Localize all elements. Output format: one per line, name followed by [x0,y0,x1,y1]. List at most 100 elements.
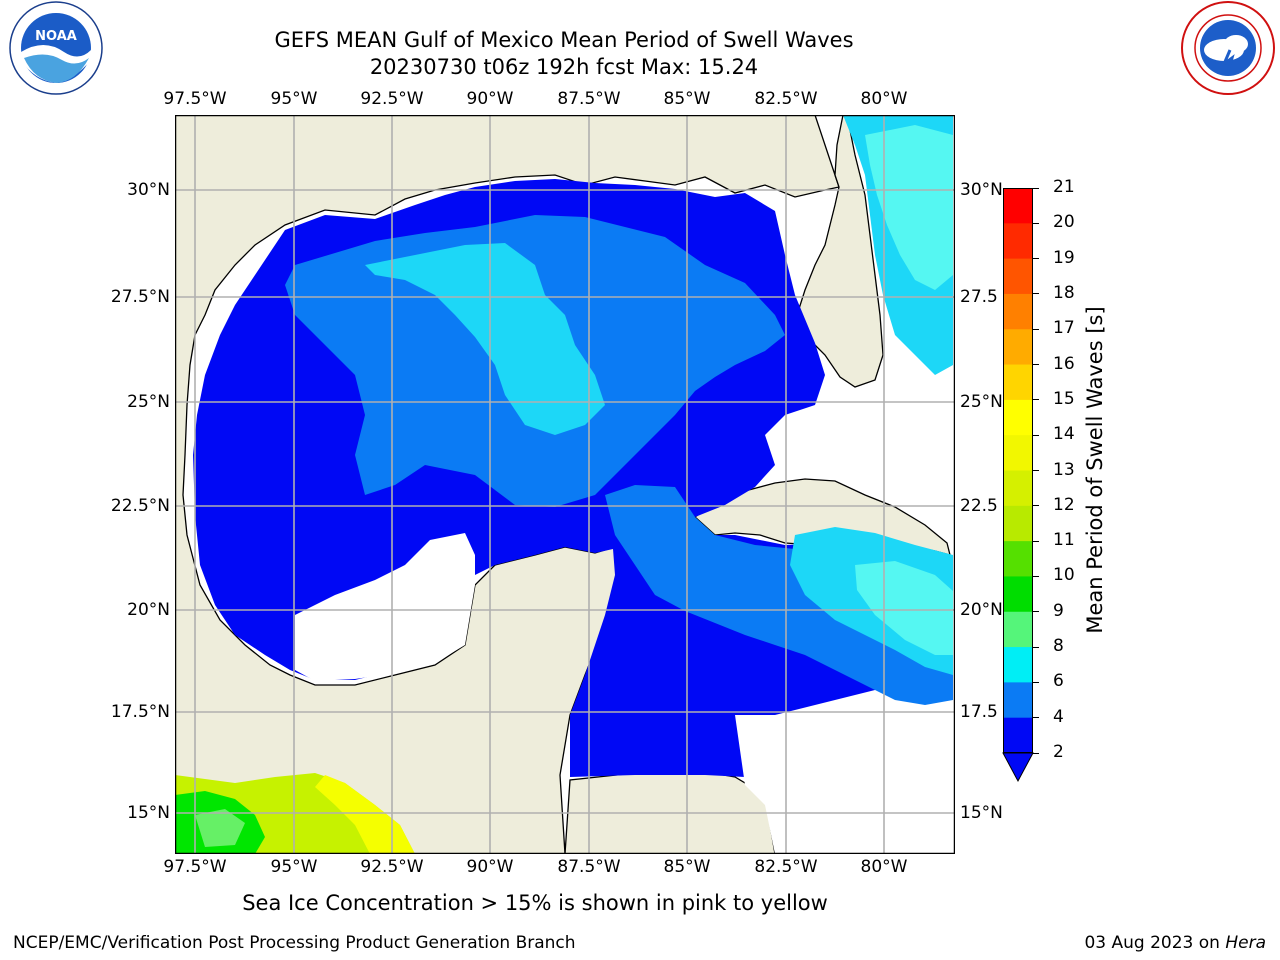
colorbar-segment [1003,470,1033,507]
colorbar [1002,188,1034,783]
colorbar-tick [1033,434,1039,436]
colorbar-tick [1033,258,1039,260]
colorbar-tick [1033,187,1039,189]
footer-host: Hera [1225,933,1266,953]
lat-label: 30°N [127,180,170,200]
lon-label: 80°W [860,89,908,109]
colorbar-segment [1003,223,1033,260]
lon-label: 82.5°W [754,89,818,109]
colorbar-tick-label: 15 [1053,388,1075,409]
colorbar-segment [1003,329,1033,366]
colorbar-tick [1033,752,1039,754]
colorbar-tick [1033,470,1039,471]
lat-label: 27.5 [960,287,998,307]
lon-label: 95°W [270,857,318,877]
nodata-caribbean [735,675,953,854]
colorbar-segment [1003,435,1033,471]
colorbar-segment [1003,611,1033,648]
colorbar-tick-label: 11 [1053,530,1075,551]
colorbar-tick [1033,681,1039,683]
colorbar-tick-label: 9 [1053,600,1064,621]
colorbar-tick [1033,646,1039,648]
lon-label: 87.5°W [557,89,621,109]
colorbar-segment [1003,717,1033,754]
chart-title: GEFS MEAN Gulf of Mexico Mean Period of … [274,28,854,52]
colorbar-segment [1003,293,1033,330]
swell-field-8-9s-caribbean [855,561,953,655]
lon-label: 92.5°W [360,857,424,877]
lat-label: 17.5°N [110,702,170,722]
land-central-america [564,769,776,854]
lat-label: 15°N [960,803,1003,823]
colorbar-tick-label: 16 [1053,353,1075,374]
lon-label: 95°W [270,89,318,109]
colorbar-tick-label: 20 [1053,212,1075,233]
colorbar-tick [1033,222,1039,224]
colorbar-svg [1002,188,1034,783]
map-panel [175,115,955,854]
colorbar-segment [1003,399,1033,436]
lat-label: 20°N [960,600,1003,620]
sea-ice-caption: Sea Ice Concentration > 15% is shown in … [242,891,828,915]
colorbar-tick [1033,505,1039,507]
colorbar-segment [1003,364,1033,401]
gridlines [175,115,955,854]
colorbar-tick-label: 2 [1053,742,1064,762]
colorbar-frame [1003,188,1033,753]
footer-date: 03 Aug 2023 on Hera [1084,933,1266,953]
colorbar-tick [1033,399,1039,401]
colorbar-segment [1003,258,1033,295]
lat-label: 20°N [127,600,170,620]
colorbar-tick-label: 8 [1053,636,1064,657]
lon-label: 90°W [466,857,514,877]
lon-label: 80°W [860,857,908,877]
sea-ice-field-yellow [315,775,415,854]
colorbar-tick-label: 12 [1053,494,1075,515]
lon-label: 85°W [663,89,711,109]
lon-label: 97.5°W [163,89,227,109]
map-frame [175,115,955,854]
lon-label: 85°W [663,857,711,877]
lon-label: 87.5°W [557,857,621,877]
colorbar-segment [1003,505,1033,542]
colorbar-tick-label: 13 [1053,459,1075,480]
lat-label: 15°N [127,803,170,823]
lat-label: 27.5°N [110,287,170,307]
colorbar-tick-label: 10 [1053,565,1075,586]
swell-field-6-8s-gulf [365,243,605,435]
colorbar-tick-label: 14 [1053,424,1075,445]
colorbar-extend-triangle [1002,752,1034,783]
colorbar-tick-label: 17 [1053,318,1075,339]
lat-label: 17.5 [960,702,998,722]
colorbar-label: Mean Period of Swell Waves [s] [1083,306,1107,634]
colorbar-tick [1033,611,1039,613]
lat-label: 22.5°N [110,496,170,516]
colorbar-segment [1003,188,1033,224]
nws-logo [1178,0,1278,100]
sea-ice-field-light-green [195,809,245,847]
chart-subtitle: 20230730 t06z 192h fcst Max: 15.24 [369,55,759,79]
colorbar-segment [1003,576,1033,613]
lat-label: 25°N [127,392,170,412]
lat-label: 25°N [960,392,1003,412]
colorbar-tick [1033,293,1039,295]
colorbar-tick-label: 6 [1053,671,1064,692]
colorbar-tick-label: 19 [1053,247,1075,268]
footer-date-text: 03 Aug 2023 on [1084,933,1226,953]
colorbar-tick-label: 18 [1053,282,1075,303]
colorbar-tick [1033,717,1039,719]
noaa-logo-text: NOAA [35,29,77,44]
lat-label: 22.5 [960,496,998,516]
lon-label: 90°W [466,89,514,109]
lon-label: 97.5°W [163,857,227,877]
colorbar-tick [1033,328,1039,330]
lon-label: 92.5°W [360,89,424,109]
colorbar-segment [1003,682,1033,719]
lon-label: 82.5°W [754,857,818,877]
colorbar-tick-label: 21 [1053,177,1075,197]
colorbar-segment [1003,541,1033,577]
nodata-bay-of-campeche [295,533,475,681]
colorbar-tick [1033,364,1039,366]
swell-field-8-9s [865,125,953,290]
colorbar-segment [1003,647,1033,683]
